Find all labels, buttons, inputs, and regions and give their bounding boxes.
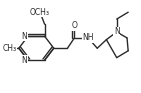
Text: OCH₃: OCH₃	[30, 8, 50, 17]
Text: N: N	[22, 32, 27, 41]
Text: N: N	[114, 27, 120, 36]
Text: O: O	[71, 21, 77, 30]
Text: CH₃: CH₃	[3, 44, 17, 53]
Text: NH: NH	[82, 33, 94, 42]
Text: N: N	[22, 56, 27, 65]
